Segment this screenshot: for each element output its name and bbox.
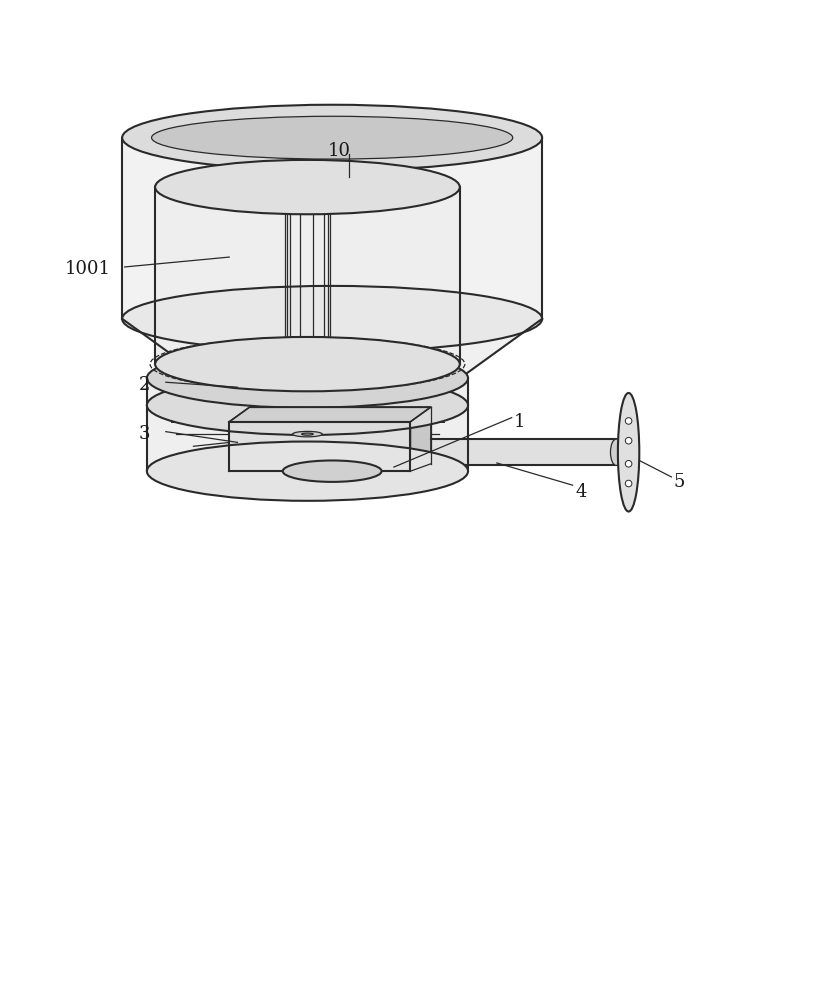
Text: 1001: 1001 <box>65 260 110 278</box>
Ellipse shape <box>301 433 313 435</box>
Ellipse shape <box>624 418 631 424</box>
Text: 10: 10 <box>328 142 350 160</box>
Text: 1: 1 <box>513 413 524 431</box>
Text: 3: 3 <box>138 425 150 443</box>
Polygon shape <box>155 187 460 364</box>
Ellipse shape <box>617 393 638 512</box>
Ellipse shape <box>122 105 542 171</box>
Text: 5: 5 <box>673 473 685 491</box>
Text: 2: 2 <box>138 376 150 394</box>
Ellipse shape <box>147 348 468 408</box>
Polygon shape <box>122 319 542 422</box>
Ellipse shape <box>122 286 542 352</box>
Ellipse shape <box>152 116 513 159</box>
Polygon shape <box>229 407 431 422</box>
Ellipse shape <box>147 442 468 501</box>
Ellipse shape <box>264 409 399 435</box>
Ellipse shape <box>292 431 322 437</box>
Polygon shape <box>229 422 410 471</box>
Polygon shape <box>122 138 542 319</box>
Ellipse shape <box>155 337 460 391</box>
Ellipse shape <box>624 437 631 444</box>
Polygon shape <box>431 439 615 465</box>
Text: 4: 4 <box>575 483 585 501</box>
Polygon shape <box>410 407 431 471</box>
Ellipse shape <box>624 460 631 467</box>
Ellipse shape <box>147 376 468 435</box>
Ellipse shape <box>282 460 381 482</box>
Ellipse shape <box>609 439 621 465</box>
Ellipse shape <box>155 160 460 214</box>
Ellipse shape <box>624 480 631 487</box>
Polygon shape <box>147 378 468 471</box>
